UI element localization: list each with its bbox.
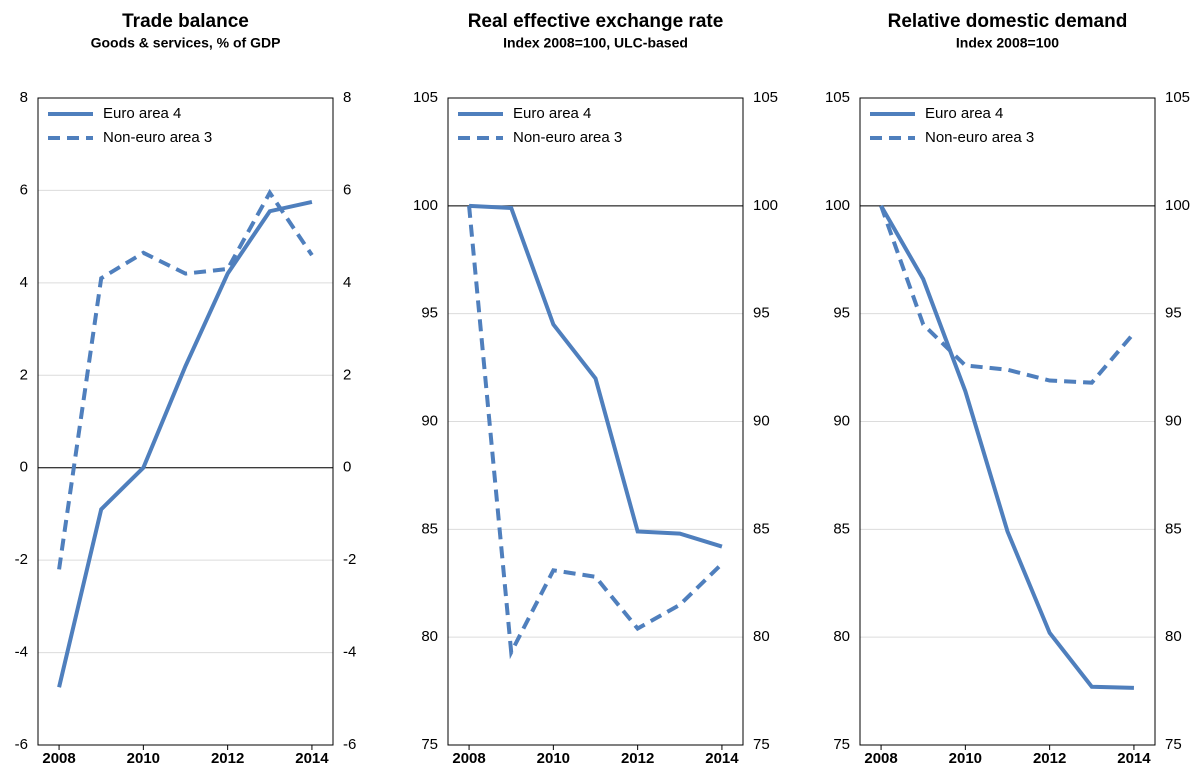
y-tick-label: 100	[825, 197, 850, 214]
y2-tick-label: 90	[1165, 412, 1182, 429]
x-tick-label: 2012	[211, 750, 244, 767]
y2-tick-label: 75	[753, 736, 770, 753]
x-tick-label: 2012	[1033, 750, 1066, 767]
y2-tick-label: 8	[343, 89, 351, 106]
chart-title: Real effective exchange rate	[468, 11, 724, 32]
y2-tick-label: 2	[343, 366, 351, 383]
x-tick-label: 2014	[705, 750, 739, 767]
x-tick-label: 2010	[537, 750, 570, 767]
y-tick-label: -6	[15, 736, 28, 753]
plot-frame	[447, 97, 744, 746]
x-tick-label: 2012	[621, 750, 654, 767]
x-tick-label: 2008	[864, 750, 897, 767]
y-tick-label: 85	[833, 520, 850, 537]
plot-frame	[37, 97, 334, 746]
y2-tick-label: 100	[1165, 197, 1190, 214]
y-tick-label: 4	[20, 274, 28, 291]
y2-tick-label: 85	[753, 520, 770, 537]
legend-label: Non-euro area 3	[513, 129, 622, 146]
y-tick-label: 6	[20, 181, 28, 198]
y-tick-label: 90	[421, 412, 438, 429]
y-tick-label: 80	[421, 628, 438, 645]
y-tick-label: 95	[833, 305, 850, 322]
y-tick-label: 75	[421, 736, 438, 753]
y-tick-label: 90	[833, 412, 850, 429]
chart-subtitle: Goods & services, % of GDP	[91, 35, 281, 51]
y2-tick-label: 95	[1165, 305, 1182, 322]
chart-title: Relative domestic demand	[888, 11, 1128, 32]
y2-tick-label: -2	[343, 551, 356, 568]
x-tick-label: 2014	[295, 750, 329, 767]
chart-title: Trade balance	[122, 11, 249, 32]
y2-tick-label: 6	[343, 181, 351, 198]
legend-label: Euro area 4	[103, 105, 181, 122]
y-tick-label: 75	[833, 736, 850, 753]
y-tick-label: 105	[825, 89, 850, 106]
legend-label: Non-euro area 3	[925, 129, 1034, 146]
x-tick-label: 2010	[127, 750, 160, 767]
y-tick-label: 80	[833, 628, 850, 645]
x-tick-label: 2014	[1117, 750, 1151, 767]
y2-tick-label: -6	[343, 736, 356, 753]
series-line	[468, 203, 723, 549]
y2-tick-label: 75	[1165, 736, 1182, 753]
y2-tick-label: 80	[753, 628, 770, 645]
y-tick-label: 85	[421, 520, 438, 537]
y2-tick-label: 105	[1165, 89, 1190, 106]
chart-subtitle: Index 2008=100, ULC-based	[503, 35, 688, 51]
series-line	[879, 204, 1134, 690]
chart-subtitle: Index 2008=100	[956, 35, 1059, 51]
legend-label: Euro area 4	[925, 105, 1003, 122]
y2-tick-label: 4	[343, 274, 351, 291]
plot-frame	[859, 97, 1156, 746]
y2-tick-label: 0	[343, 459, 351, 476]
y-tick-label: -4	[15, 644, 28, 661]
y-tick-label: 2	[20, 366, 28, 383]
legend-label: Euro area 4	[513, 105, 591, 122]
y-tick-label: 0	[20, 459, 28, 476]
y2-tick-label: 90	[753, 412, 770, 429]
series-line	[57, 200, 313, 688]
y2-tick-label: 85	[1165, 520, 1182, 537]
series-line	[879, 205, 1136, 385]
x-tick-label: 2008	[452, 750, 485, 767]
x-tick-label: 2010	[949, 750, 982, 767]
y2-tick-label: 95	[753, 305, 770, 322]
y2-tick-label: 100	[753, 197, 778, 214]
series-line	[57, 188, 314, 570]
y-tick-label: 95	[421, 305, 438, 322]
series-line	[467, 205, 724, 660]
y-tick-label: -2	[15, 551, 28, 568]
y2-tick-label: 80	[1165, 628, 1182, 645]
y-tick-label: 105	[413, 89, 438, 106]
x-tick-label: 2008	[42, 750, 75, 767]
legend-label: Non-euro area 3	[103, 129, 212, 146]
y-tick-label: 8	[20, 89, 28, 106]
y2-tick-label: -4	[343, 644, 356, 661]
y-tick-label: 100	[413, 197, 438, 214]
y2-tick-label: 105	[753, 89, 778, 106]
